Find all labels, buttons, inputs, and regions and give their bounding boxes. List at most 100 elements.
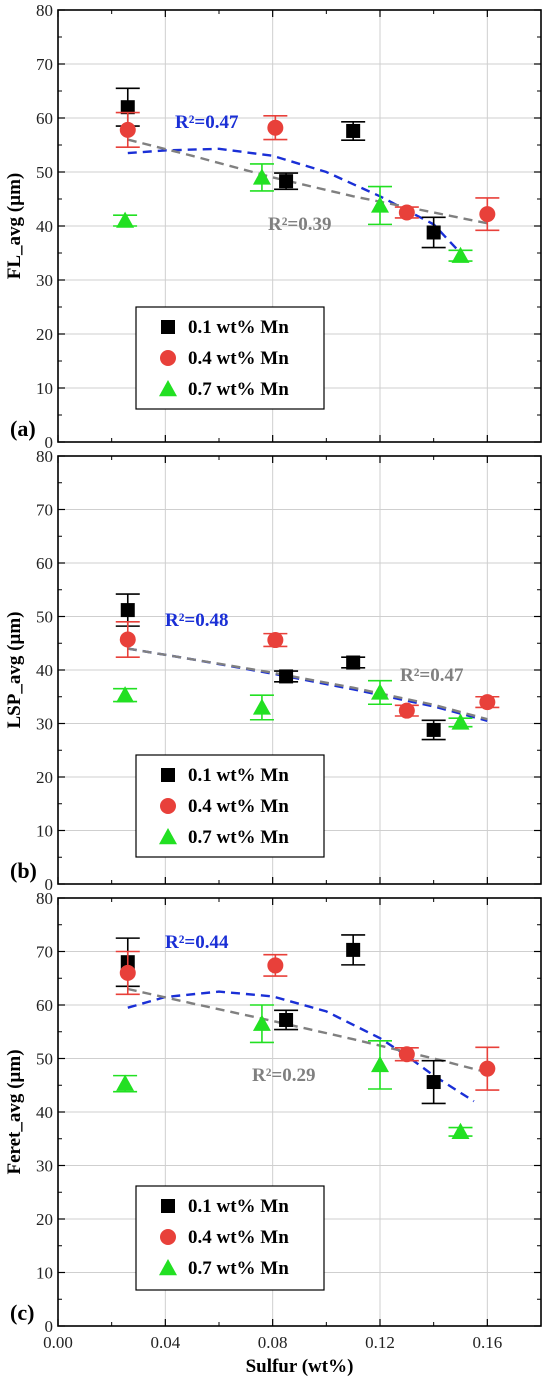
fit-curve-blue	[127, 147, 462, 254]
data-point-square	[120, 100, 135, 115]
legend-label: 0.1 wt% Mn	[188, 1196, 289, 1217]
y-tick-label: 10	[36, 1264, 53, 1283]
legend: 0.1 wt% Mn 0.4 wt% Mn 0.7 wt% Mn	[135, 754, 325, 858]
y-tick-label: 0	[45, 1317, 54, 1336]
panel-label: (a)	[10, 416, 36, 441]
r2-label-gray: R²=0.29	[252, 1065, 316, 1086]
x-tick-label: 0.16	[472, 1333, 502, 1352]
y-tick-label: 80	[36, 889, 53, 908]
y-tick-label: 80	[36, 1, 53, 20]
y-tick-label: 30	[36, 271, 53, 290]
legend-marker-circle	[160, 350, 176, 366]
y-tick-label: 20	[36, 325, 53, 344]
data-point-square	[346, 655, 361, 670]
x-tick-label: 0.08	[258, 1333, 288, 1352]
r2-label-blue: R²=0.48	[165, 610, 229, 631]
legend-label: 0.7 wt% Mn	[188, 379, 289, 400]
legend-label: 0.4 wt% Mn	[188, 796, 289, 817]
fit-curve-gray	[127, 647, 488, 721]
legend-marker-circle	[160, 1229, 176, 1245]
y-tick-label: 20	[36, 768, 53, 787]
y-tick-label: 40	[36, 1103, 53, 1122]
legend-marker-square	[161, 320, 175, 334]
data-point-square	[346, 942, 361, 957]
y-tick-label: 60	[36, 554, 53, 573]
data-point-square	[346, 123, 361, 138]
y-tick-label: 40	[36, 661, 53, 680]
legend-marker-circle	[160, 798, 176, 814]
data-point-triangle	[371, 1055, 389, 1073]
data-point-triangle	[451, 1122, 470, 1139]
y-tick-label: 40	[36, 217, 53, 236]
r2-label-gray: R²=0.39	[268, 214, 332, 235]
data-point-triangle	[116, 1074, 135, 1091]
legend-label: 0.4 wt% Mn	[188, 348, 289, 369]
panel-3: 0 10 20 30 40 50 60 70 80 0.00 0.04 0.08 0.12 0.16 Fer…	[4, 889, 542, 1377]
data-point-square	[426, 1075, 441, 1090]
data-point-triangle	[451, 246, 470, 263]
r2-label-gray: R²=0.47	[400, 665, 464, 686]
data-point-circle	[479, 694, 496, 711]
data-point-circle	[398, 1046, 415, 1063]
data-point-circle	[398, 702, 415, 719]
legend: 0.1 wt% Mn 0.4 wt% Mn 0.7 wt% Mn	[135, 306, 325, 410]
y-tick-label: 20	[36, 1210, 53, 1229]
data-point-triangle	[451, 713, 470, 730]
r2-label-blue: R²=0.44	[165, 932, 229, 953]
y-tick-label: 80	[36, 447, 53, 466]
legend-marker-triangle	[159, 1259, 177, 1276]
legend-label: 0.1 wt% Mn	[188, 317, 289, 338]
legend-marker-square	[161, 768, 175, 782]
y-tick-label: 0	[45, 875, 54, 894]
y-tick-label: 70	[36, 943, 53, 962]
y-tick-label: 70	[36, 501, 53, 520]
y-tick-label: 30	[36, 715, 53, 734]
data-point-square	[426, 225, 441, 240]
x-tick-label: 0.12	[365, 1333, 395, 1352]
data-point-circle	[479, 1060, 496, 1077]
data-point-triangle	[116, 686, 135, 703]
fit-curve-blue	[127, 647, 488, 722]
legend-marker-triangle	[159, 380, 177, 397]
legend-marker-triangle	[159, 828, 177, 845]
legend-marker-square	[161, 1199, 175, 1213]
y-axis-label: Feret_avg (µm)	[4, 1049, 25, 1174]
data-point-triangle	[252, 168, 271, 185]
data-point-square	[120, 603, 135, 618]
y-tick-label: 50	[36, 1050, 53, 1069]
y-tick-label: 10	[36, 822, 53, 841]
y-tick-label: 60	[36, 109, 53, 128]
y-tick-label: 50	[36, 163, 53, 182]
data-point-triangle	[371, 196, 389, 213]
data-point-circle	[119, 631, 136, 648]
r2-label-blue: R²=0.47	[175, 112, 239, 133]
data-point-square	[279, 669, 294, 684]
y-tick-label: 60	[36, 996, 53, 1015]
legend-label: 0.1 wt% Mn	[188, 765, 289, 786]
x-tick-label: 0.04	[150, 1333, 180, 1352]
x-tick-label: 0.00	[43, 1333, 73, 1352]
data-point-circle	[267, 119, 284, 136]
y-tick-label: 30	[36, 1157, 53, 1176]
data-point-square	[426, 722, 441, 737]
panel-1: 0 10 20 30 40 50 60 70 80 FL_avg (µm) (a) R²=0.47 R²…	[4, 1, 542, 452]
y-axis-label: LSP_avg (µm)	[4, 611, 25, 728]
panel-2: 0 10 20 30 40 50 60 70 80 LSP_avg (µm) (b) R²=0.48 R…	[4, 447, 542, 894]
data-point-triangle	[252, 698, 271, 715]
data-point-triangle	[371, 683, 389, 700]
legend: 0.1 wt% Mn 0.4 wt% Mn 0.7 wt% Mn	[135, 1185, 325, 1291]
data-point-circle	[267, 632, 284, 649]
panel-label: (b)	[10, 858, 37, 883]
y-axis-label: FL_avg (µm)	[4, 173, 25, 279]
x-axis-label: Sulfur (wt%)	[246, 1356, 354, 1377]
data-point-square	[279, 1012, 294, 1027]
data-point-circle	[119, 121, 136, 138]
data-point-circle	[479, 206, 496, 223]
y-tick-label: 50	[36, 608, 53, 627]
fit-curve-gray	[127, 138, 488, 225]
data-point-square	[279, 174, 294, 189]
legend-label: 0.7 wt% Mn	[188, 827, 289, 848]
data-point-circle	[398, 204, 415, 221]
legend-label: 0.7 wt% Mn	[188, 1258, 289, 1279]
